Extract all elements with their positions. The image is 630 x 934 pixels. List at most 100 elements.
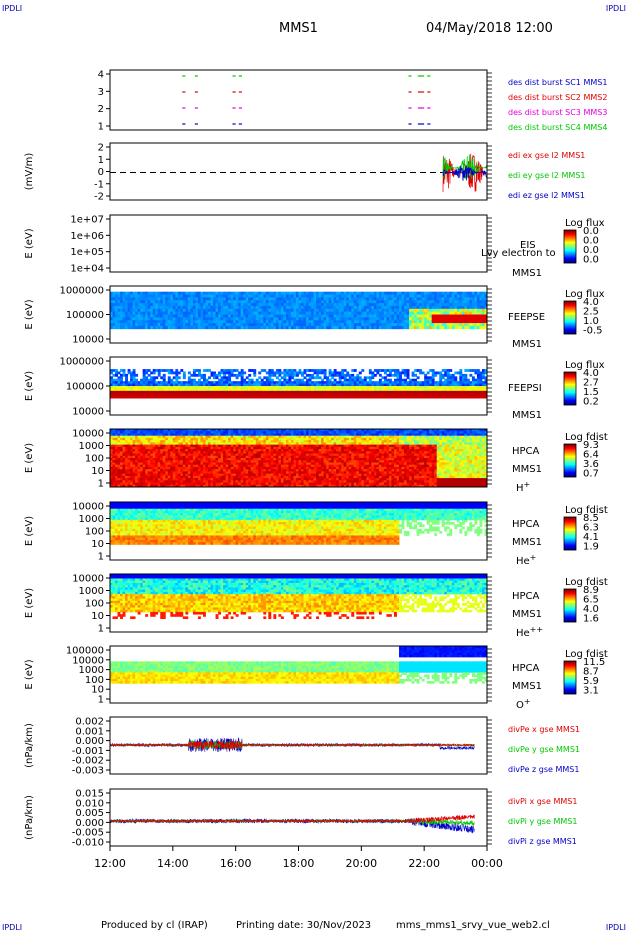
spectrogram-cell: [248, 297, 252, 301]
spectrogram-cell: [341, 369, 345, 372]
spectrogram-cell: [484, 297, 488, 301]
spectrogram-cell: [112, 317, 116, 321]
spectrogram-cell: [205, 311, 209, 315]
spectrogram-cell: [235, 393, 239, 397]
spectrogram-cell: [278, 311, 282, 315]
spectrogram-cell: [396, 371, 400, 375]
spectrogram-cell: [228, 455, 232, 459]
spectrogram-cell: [162, 446, 166, 450]
spectrogram-cell: [351, 393, 355, 397]
spectrogram-cell: [218, 393, 221, 397]
spectrogram-cell: [170, 469, 174, 472]
spectrogram-cell: [308, 317, 312, 321]
spectrogram-cell: [316, 386, 320, 389]
spectrogram-cell: [318, 388, 322, 392]
colorbar-swatch: [564, 260, 576, 262]
spectrogram-cell: [456, 325, 460, 330]
spectrogram-cell: [368, 320, 372, 324]
spectrogram-cell: [308, 314, 312, 318]
spectrogram-cell: [280, 311, 284, 315]
spectrogram-cell: [481, 297, 485, 301]
spectrogram-cell: [371, 325, 375, 330]
spectrogram-cell: [228, 451, 232, 454]
spectrogram-cell: [441, 317, 445, 321]
spectrogram-cell: [185, 437, 189, 441]
spectrogram-cell: [238, 300, 242, 304]
spectrogram-cell: [205, 464, 209, 468]
spectrogram-cell: [255, 300, 259, 304]
spectrogram-cell: [192, 395, 196, 399]
spectrogram-cell: [409, 386, 412, 389]
spectrogram-cell: [130, 373, 134, 377]
spectrogram-cell: [167, 388, 171, 392]
spectrogram-cell: [479, 386, 483, 389]
spectrogram-cell: [318, 395, 322, 399]
spectrogram-cell: [127, 482, 131, 486]
spectrogram-cell: [142, 314, 146, 318]
spectrogram-cell: [361, 320, 365, 324]
spectrogram-cell: [145, 471, 149, 475]
spectrogram-cell: [394, 369, 397, 372]
spectrogram-cell: [170, 471, 174, 475]
spectrogram-cell: [170, 291, 174, 295]
spectrogram-cell: [401, 291, 405, 295]
spectrogram-cell: [318, 294, 322, 298]
spectrogram-cell: [240, 393, 244, 397]
spectrogram-cell: [180, 386, 184, 389]
spectrogram-cell: [152, 433, 156, 437]
spectrogram-cell: [180, 482, 184, 486]
spectrogram-cell: [147, 317, 151, 321]
spectrogram-cell: [155, 395, 159, 399]
spectrogram-cell: [366, 325, 370, 330]
spectrogram-cell: [213, 395, 216, 399]
spectrogram-cell: [228, 388, 232, 392]
spectrogram-cell: [311, 376, 314, 380]
spectrogram-cell: [127, 462, 131, 466]
spectrogram-cell: [361, 297, 365, 301]
spectrogram-cell: [476, 378, 480, 382]
spectrogram-cell: [220, 484, 224, 488]
spectrogram-cell: [165, 475, 169, 479]
spectrogram-cell: [185, 381, 189, 384]
spectrogram-cell: [464, 325, 468, 330]
spectrogram-cell: [451, 294, 455, 298]
spectrogram-cell: [165, 471, 169, 475]
spectrogram-cell: [180, 455, 184, 459]
spectrogram-cell: [263, 308, 267, 313]
spectrogram-cell: [456, 383, 460, 387]
spectrogram-cell: [185, 386, 189, 389]
spectrogram-cell: [283, 393, 287, 397]
spectrogram-cell: [253, 317, 257, 321]
spectrogram-cell: [386, 320, 390, 324]
spectrogram-cell: [147, 303, 151, 307]
spectrogram-cell: [313, 314, 317, 318]
spectrogram-cell: [112, 464, 116, 468]
spectrogram-cell: [147, 466, 151, 470]
spectrogram-cell: [406, 371, 410, 375]
spectrogram-cell: [301, 305, 304, 310]
spectrogram-cell: [187, 386, 191, 389]
spectrogram-cell: [481, 294, 485, 298]
spectrogram-cell: [333, 386, 337, 389]
spectrogram-cell: [213, 393, 216, 397]
spectrogram-cell: [152, 482, 156, 486]
spectrogram-cell: [293, 300, 297, 304]
spectrogram-cell: [243, 386, 247, 389]
spectrogram-cell: [208, 480, 211, 483]
spectrogram-cell: [223, 376, 227, 380]
spectrogram-cell: [112, 393, 116, 397]
spectrogram-cell: [446, 311, 450, 315]
spectrogram-cell: [130, 325, 134, 330]
spectrogram-cell: [311, 323, 314, 327]
spectrogram-cell: [265, 381, 269, 384]
spectrogram-cell: [202, 429, 206, 432]
spectrogram-cell: [180, 314, 184, 318]
spectrogram-cell: [162, 297, 166, 301]
spectrogram-cell: [301, 297, 304, 301]
spectrogram-cell: [464, 323, 468, 327]
spectrogram-cell: [160, 473, 164, 477]
spectrogram-cell: [431, 369, 435, 372]
spectrogram-cell: [233, 386, 237, 389]
spectrogram-cell: [202, 480, 206, 483]
spectrogram-cell: [182, 373, 186, 377]
